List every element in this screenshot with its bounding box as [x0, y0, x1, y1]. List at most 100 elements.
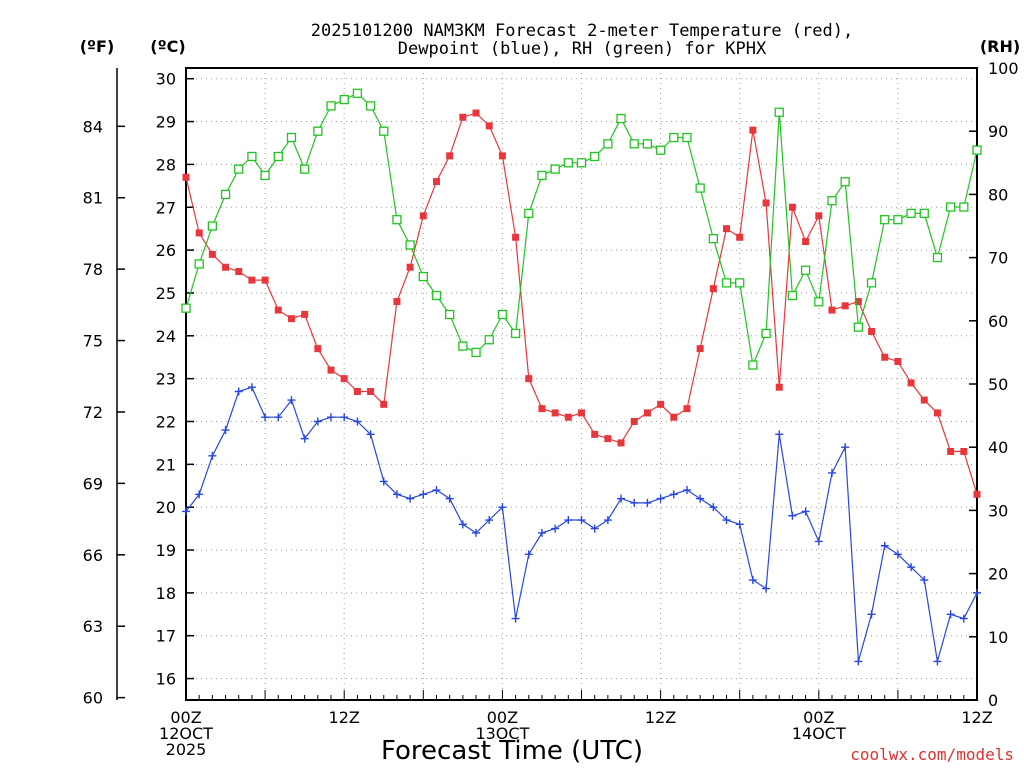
- dewpoint-point: [300, 434, 309, 443]
- 2-meter-temperature-point: [643, 409, 651, 417]
- rh-point: [880, 215, 890, 225]
- source-credit: coolwx.com/models: [850, 745, 1014, 764]
- dewpoint-point: [472, 528, 481, 537]
- celsius-tick-label: 29: [156, 113, 176, 132]
- rh-tick-label: 60: [988, 312, 1008, 331]
- dewpoint-point: [867, 610, 876, 619]
- rh-point: [774, 107, 784, 117]
- 2-meter-temperature-point: [538, 405, 546, 413]
- x-tick-label: 12Z: [645, 708, 676, 727]
- celsius-tick-label: 17: [156, 627, 176, 646]
- dewpoint-point: [669, 490, 678, 499]
- rh-point: [247, 151, 257, 162]
- rh-point: [629, 139, 639, 149]
- rh-point: [748, 360, 758, 370]
- 2-meter-temperature-point: [314, 345, 322, 353]
- 2-meter-temperature-point: [301, 310, 309, 318]
- fahrenheit-tick-label: 60: [83, 689, 103, 708]
- axis-ticks: 60 63 66 69 72 75 78 81 84 16 17 18 19 20 21 22 23 24 25 26…: [83, 59, 1019, 759]
- celsius-tick-label: 20: [156, 498, 176, 517]
- x-tick-label: 13OCT: [475, 724, 529, 743]
- dewpoint-point: [722, 516, 731, 525]
- rh-point: [550, 164, 560, 174]
- celsius-tick-label: 22: [156, 412, 176, 431]
- rh-tick-label: 80: [988, 185, 1008, 204]
- 2-meter-temperature-point: [182, 173, 190, 181]
- 2-meter-temperature-point: [235, 268, 243, 276]
- dewpoint-point: [208, 451, 217, 460]
- dewpoint-point: [682, 486, 691, 495]
- 2-meter-temperature-point: [195, 229, 203, 237]
- x-axis-title: Forecast Time (UTC): [381, 736, 643, 766]
- rh-tick-label: 70: [988, 249, 1008, 268]
- celsius-tick-label: 30: [156, 70, 176, 89]
- rh-point: [853, 322, 863, 332]
- rh-tick-label: 40: [988, 438, 1008, 457]
- rh-point: [458, 341, 468, 351]
- 2-meter-temperature-point: [287, 315, 295, 323]
- x-tick-label: 14OCT: [792, 724, 846, 743]
- dewpoint-point: [920, 576, 929, 585]
- 2-meter-temperature-point: [564, 413, 572, 421]
- celsius-tick-label: 19: [156, 541, 176, 560]
- rh-point: [972, 145, 982, 155]
- celsius-tick-label: 25: [156, 284, 176, 303]
- rh-point: [497, 309, 508, 320]
- rh-point: [431, 290, 442, 301]
- dewpoint-point: [656, 494, 665, 503]
- dewpoint-point: [854, 657, 863, 666]
- dewpoint-point: [590, 524, 599, 533]
- dewpoint-point: [445, 494, 454, 503]
- 2-meter-temperature-point: [802, 238, 810, 246]
- celsius-tick-label: 24: [156, 327, 176, 346]
- 2-meter-temperature-point: [512, 233, 520, 241]
- dewpoint-point: [366, 430, 375, 439]
- dewpoint-point: [880, 541, 889, 550]
- 2-meter-temperature-point: [933, 409, 941, 417]
- rh-point: [326, 101, 336, 111]
- dewpoint-point: [511, 614, 520, 623]
- rh-tick-label: 90: [988, 122, 1008, 141]
- fahrenheit-tick-label: 81: [83, 189, 103, 208]
- dewpoint-point: [696, 494, 705, 503]
- 2-meter-temperature-point: [947, 447, 955, 455]
- 2-meter-temperature-point: [498, 152, 506, 160]
- 2-meter-temperature-point: [670, 413, 678, 421]
- 2-meter-temperature-point: [973, 490, 981, 498]
- rh-point: [735, 278, 745, 288]
- rh-point: [590, 151, 600, 162]
- rh-point: [603, 139, 613, 149]
- 2-meter-temperature-point: [788, 203, 796, 211]
- rh-point: [932, 252, 943, 263]
- celsius-tick-label: 28: [156, 155, 176, 174]
- dewpoint-point: [762, 584, 771, 593]
- dewpoint-point: [458, 520, 467, 529]
- rh-point: [721, 278, 732, 288]
- 2-meter-temperature-point: [406, 263, 414, 271]
- dewpoint-point: [234, 387, 243, 396]
- 2-meter-temperature-point: [815, 212, 823, 220]
- x-tick-label: 00Z: [803, 708, 834, 727]
- data-series: [181, 88, 982, 666]
- 2-meter-temperature-point: [222, 263, 230, 271]
- rh-point: [313, 126, 323, 136]
- rh-point: [260, 170, 270, 181]
- 2-meter-temperature-point: [248, 276, 256, 284]
- rh-point: [234, 164, 244, 174]
- dewpoint-point: [313, 417, 322, 426]
- rh-point: [273, 151, 283, 162]
- celsius-axis-unit: (ºC): [150, 37, 185, 56]
- rh-tick-label: 30: [988, 501, 1008, 520]
- rh-point: [708, 233, 718, 244]
- rh-point: [959, 202, 969, 212]
- 2-meter-temperature-point: [854, 298, 862, 306]
- rh-point: [866, 278, 877, 288]
- rh-point: [827, 196, 837, 206]
- 2-meter-temperature-point: [380, 400, 388, 408]
- 2-meter-temperature-point: [367, 387, 375, 395]
- x-tick-label: 00Z: [170, 708, 201, 727]
- dewpoint-point: [617, 494, 626, 503]
- rh-point: [563, 158, 573, 168]
- x-tick-label: 12Z: [961, 708, 992, 727]
